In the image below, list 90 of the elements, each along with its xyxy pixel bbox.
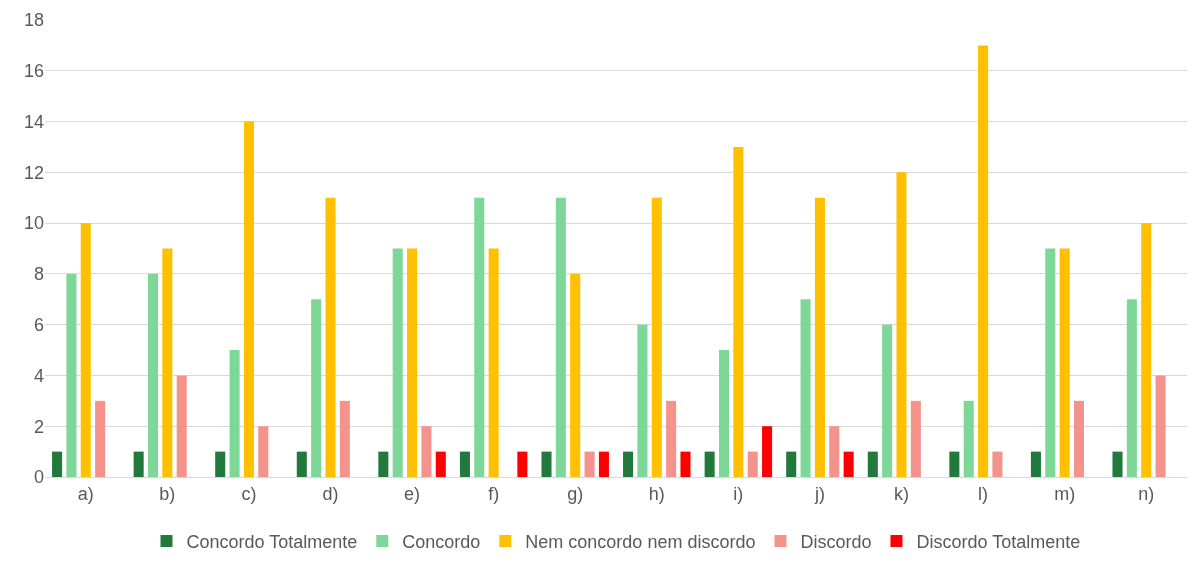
legend-label: Discordo xyxy=(800,531,872,552)
bar xyxy=(1045,248,1056,477)
bar xyxy=(392,248,403,477)
bar xyxy=(896,172,907,477)
bar xyxy=(786,451,797,477)
bar xyxy=(747,451,758,477)
x-tick-label: e) xyxy=(404,483,421,504)
legend-label: Concordo xyxy=(402,531,481,552)
bar xyxy=(963,400,974,477)
x-tick-label: k) xyxy=(894,483,909,504)
bar xyxy=(488,248,499,477)
bar xyxy=(555,197,566,477)
bar xyxy=(421,426,432,477)
bar xyxy=(541,451,552,477)
bar xyxy=(1141,223,1152,477)
bar xyxy=(378,451,389,477)
y-tick-label: 12 xyxy=(23,162,44,183)
x-tick-label: j) xyxy=(813,483,825,504)
bar xyxy=(1059,248,1070,477)
bar xyxy=(637,324,648,477)
bar xyxy=(1112,451,1123,477)
bar xyxy=(162,248,173,477)
bar xyxy=(651,197,662,477)
bar xyxy=(949,451,960,477)
bar xyxy=(800,299,811,477)
bar xyxy=(882,324,893,477)
bar xyxy=(229,350,240,477)
bar xyxy=(762,426,773,477)
bar xyxy=(215,451,226,477)
bar xyxy=(843,451,854,477)
x-tick-label: a) xyxy=(77,483,94,504)
bar xyxy=(325,197,336,477)
bar xyxy=(80,223,91,477)
bar xyxy=(570,273,581,477)
x-tick-label: d) xyxy=(322,483,339,504)
bar xyxy=(867,451,878,477)
bar xyxy=(407,248,418,477)
bar xyxy=(680,451,691,477)
bar xyxy=(704,451,715,477)
bar xyxy=(1030,451,1041,477)
x-tick-label: b) xyxy=(159,483,176,504)
bar xyxy=(1155,375,1166,477)
y-tick-label: 8 xyxy=(33,264,44,285)
x-tick-label: g) xyxy=(567,483,584,504)
bar xyxy=(584,451,595,477)
bar xyxy=(910,400,921,477)
bar xyxy=(459,451,470,477)
bar xyxy=(517,451,528,477)
bar xyxy=(718,350,730,477)
x-tick-label: c) xyxy=(241,483,257,504)
bar xyxy=(147,273,159,477)
legend-label: Discordo Totalmente xyxy=(916,531,1081,552)
bar xyxy=(978,45,989,477)
bar xyxy=(992,451,1003,477)
bar xyxy=(133,451,144,477)
y-tick-label: 4 xyxy=(33,365,44,386)
bar xyxy=(95,400,106,477)
y-tick-label: 14 xyxy=(23,111,44,132)
x-tick-label: h) xyxy=(648,483,665,504)
y-tick-label: 10 xyxy=(23,213,44,234)
x-tick-label: n) xyxy=(1138,483,1155,504)
bar xyxy=(814,197,825,477)
y-tick-label: 18 xyxy=(23,10,44,31)
bar xyxy=(258,426,269,477)
bar xyxy=(66,273,77,477)
bar xyxy=(474,197,485,477)
bar xyxy=(311,299,322,477)
bar xyxy=(733,146,744,477)
y-tick-label: 6 xyxy=(33,314,44,335)
bar xyxy=(296,451,307,477)
x-tick-label: m) xyxy=(1054,483,1076,504)
bar xyxy=(623,451,634,477)
bar xyxy=(598,451,609,477)
legend-label: Nem concordo nem discordo xyxy=(525,531,756,552)
y-tick-label: 0 xyxy=(33,467,44,488)
bar xyxy=(1126,299,1137,477)
y-tick-label: 2 xyxy=(33,416,44,437)
bar xyxy=(1073,400,1085,477)
legend-label: Concordo Totalmente xyxy=(186,531,358,552)
x-tick-label: f) xyxy=(488,483,500,504)
x-tick-label: l) xyxy=(978,483,989,504)
bar xyxy=(243,121,254,477)
bar xyxy=(435,451,446,477)
y-tick-label: 16 xyxy=(23,61,44,82)
bar xyxy=(666,400,677,477)
x-tick-label: i) xyxy=(733,483,744,504)
bar xyxy=(829,426,840,477)
bar xyxy=(52,451,63,477)
bar xyxy=(339,400,350,477)
bar xyxy=(176,375,187,477)
